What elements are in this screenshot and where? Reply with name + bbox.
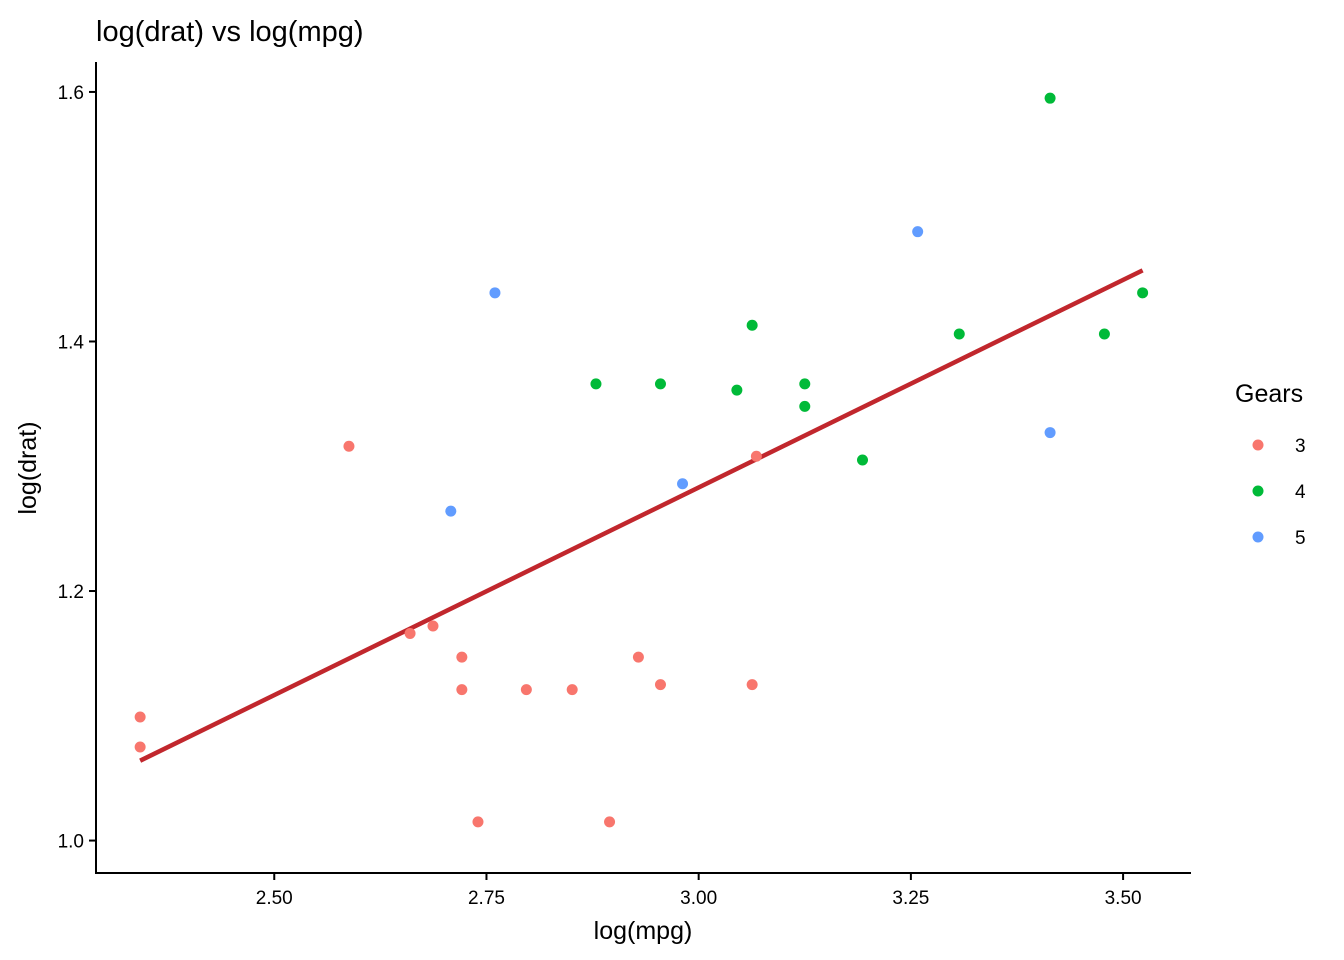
- data-point-gear-3: [750, 450, 762, 462]
- data-point-gear-3: [404, 627, 416, 639]
- data-point-gear-3: [427, 620, 439, 632]
- data-point-gear-3: [632, 651, 644, 663]
- y-tick-label: 1.6: [58, 83, 84, 104]
- legend-label-3: 3: [1295, 436, 1306, 457]
- x-tick-label: 2.50: [256, 888, 293, 909]
- data-point-gear-4: [746, 319, 758, 331]
- data-point-gear-5: [1044, 427, 1056, 439]
- data-point-gear-3: [566, 684, 578, 696]
- data-point-gear-3: [343, 440, 355, 452]
- data-point-gear-4: [654, 378, 666, 390]
- data-point-gear-5: [677, 478, 689, 490]
- data-point-gear-5: [445, 505, 457, 517]
- data-point-gear-3: [472, 816, 484, 828]
- legend: Gears 3 4 5: [1235, 380, 1306, 549]
- legend-key-5: [1252, 531, 1264, 543]
- data-point-gear-3: [456, 684, 468, 696]
- y-tick-label: 1.0: [58, 832, 84, 853]
- x-tick-label: 3.50: [1105, 888, 1142, 909]
- y-tick-label: 1.2: [58, 582, 84, 603]
- x-axis-title: log(mpg): [594, 917, 693, 945]
- points-layer: [134, 92, 1149, 828]
- y-tick-label: 1.4: [58, 332, 85, 353]
- y-axis-ticks: 1.0 1.2 1.4 1.6: [58, 83, 96, 853]
- data-point-gear-4: [953, 328, 965, 340]
- data-point-gear-5: [489, 287, 501, 299]
- data-point-gear-3: [134, 741, 146, 753]
- data-point-gear-5: [912, 226, 924, 238]
- data-point-gear-3: [604, 816, 616, 828]
- data-point-gear-4: [1044, 92, 1056, 104]
- trend-line-layer: [139, 268, 1144, 763]
- data-point-gear-3: [456, 651, 468, 663]
- legend-key-3: [1252, 439, 1264, 451]
- data-point-gear-4: [731, 384, 743, 396]
- x-tick-label: 3.00: [680, 888, 717, 909]
- chart-title: log(drat) vs log(mpg): [96, 16, 364, 48]
- data-point-gear-4: [857, 454, 868, 466]
- x-tick-label: 3.25: [892, 888, 929, 909]
- legend-label-4: 4: [1295, 482, 1306, 503]
- legend-label-5: 5: [1295, 528, 1306, 549]
- data-point-gear-4: [799, 378, 811, 390]
- data-point-gear-4: [590, 378, 602, 390]
- data-point-gear-3: [746, 679, 758, 691]
- data-point-gear-3: [134, 711, 146, 723]
- legend-title: Gears: [1235, 380, 1303, 408]
- data-point-gear-4: [799, 400, 811, 412]
- data-point-gear-4: [1137, 287, 1149, 299]
- x-axis-ticks: 2.50 2.75 3.00 3.25 3.50: [256, 873, 1142, 909]
- legend-key-4: [1252, 485, 1264, 497]
- data-point-gear-4: [1098, 328, 1110, 340]
- x-tick-label: 2.75: [468, 888, 505, 909]
- trend-line: [139, 268, 1144, 763]
- data-point-gear-3: [654, 679, 666, 691]
- y-axis-title: log(drat): [14, 421, 42, 514]
- data-point-gear-3: [520, 684, 532, 696]
